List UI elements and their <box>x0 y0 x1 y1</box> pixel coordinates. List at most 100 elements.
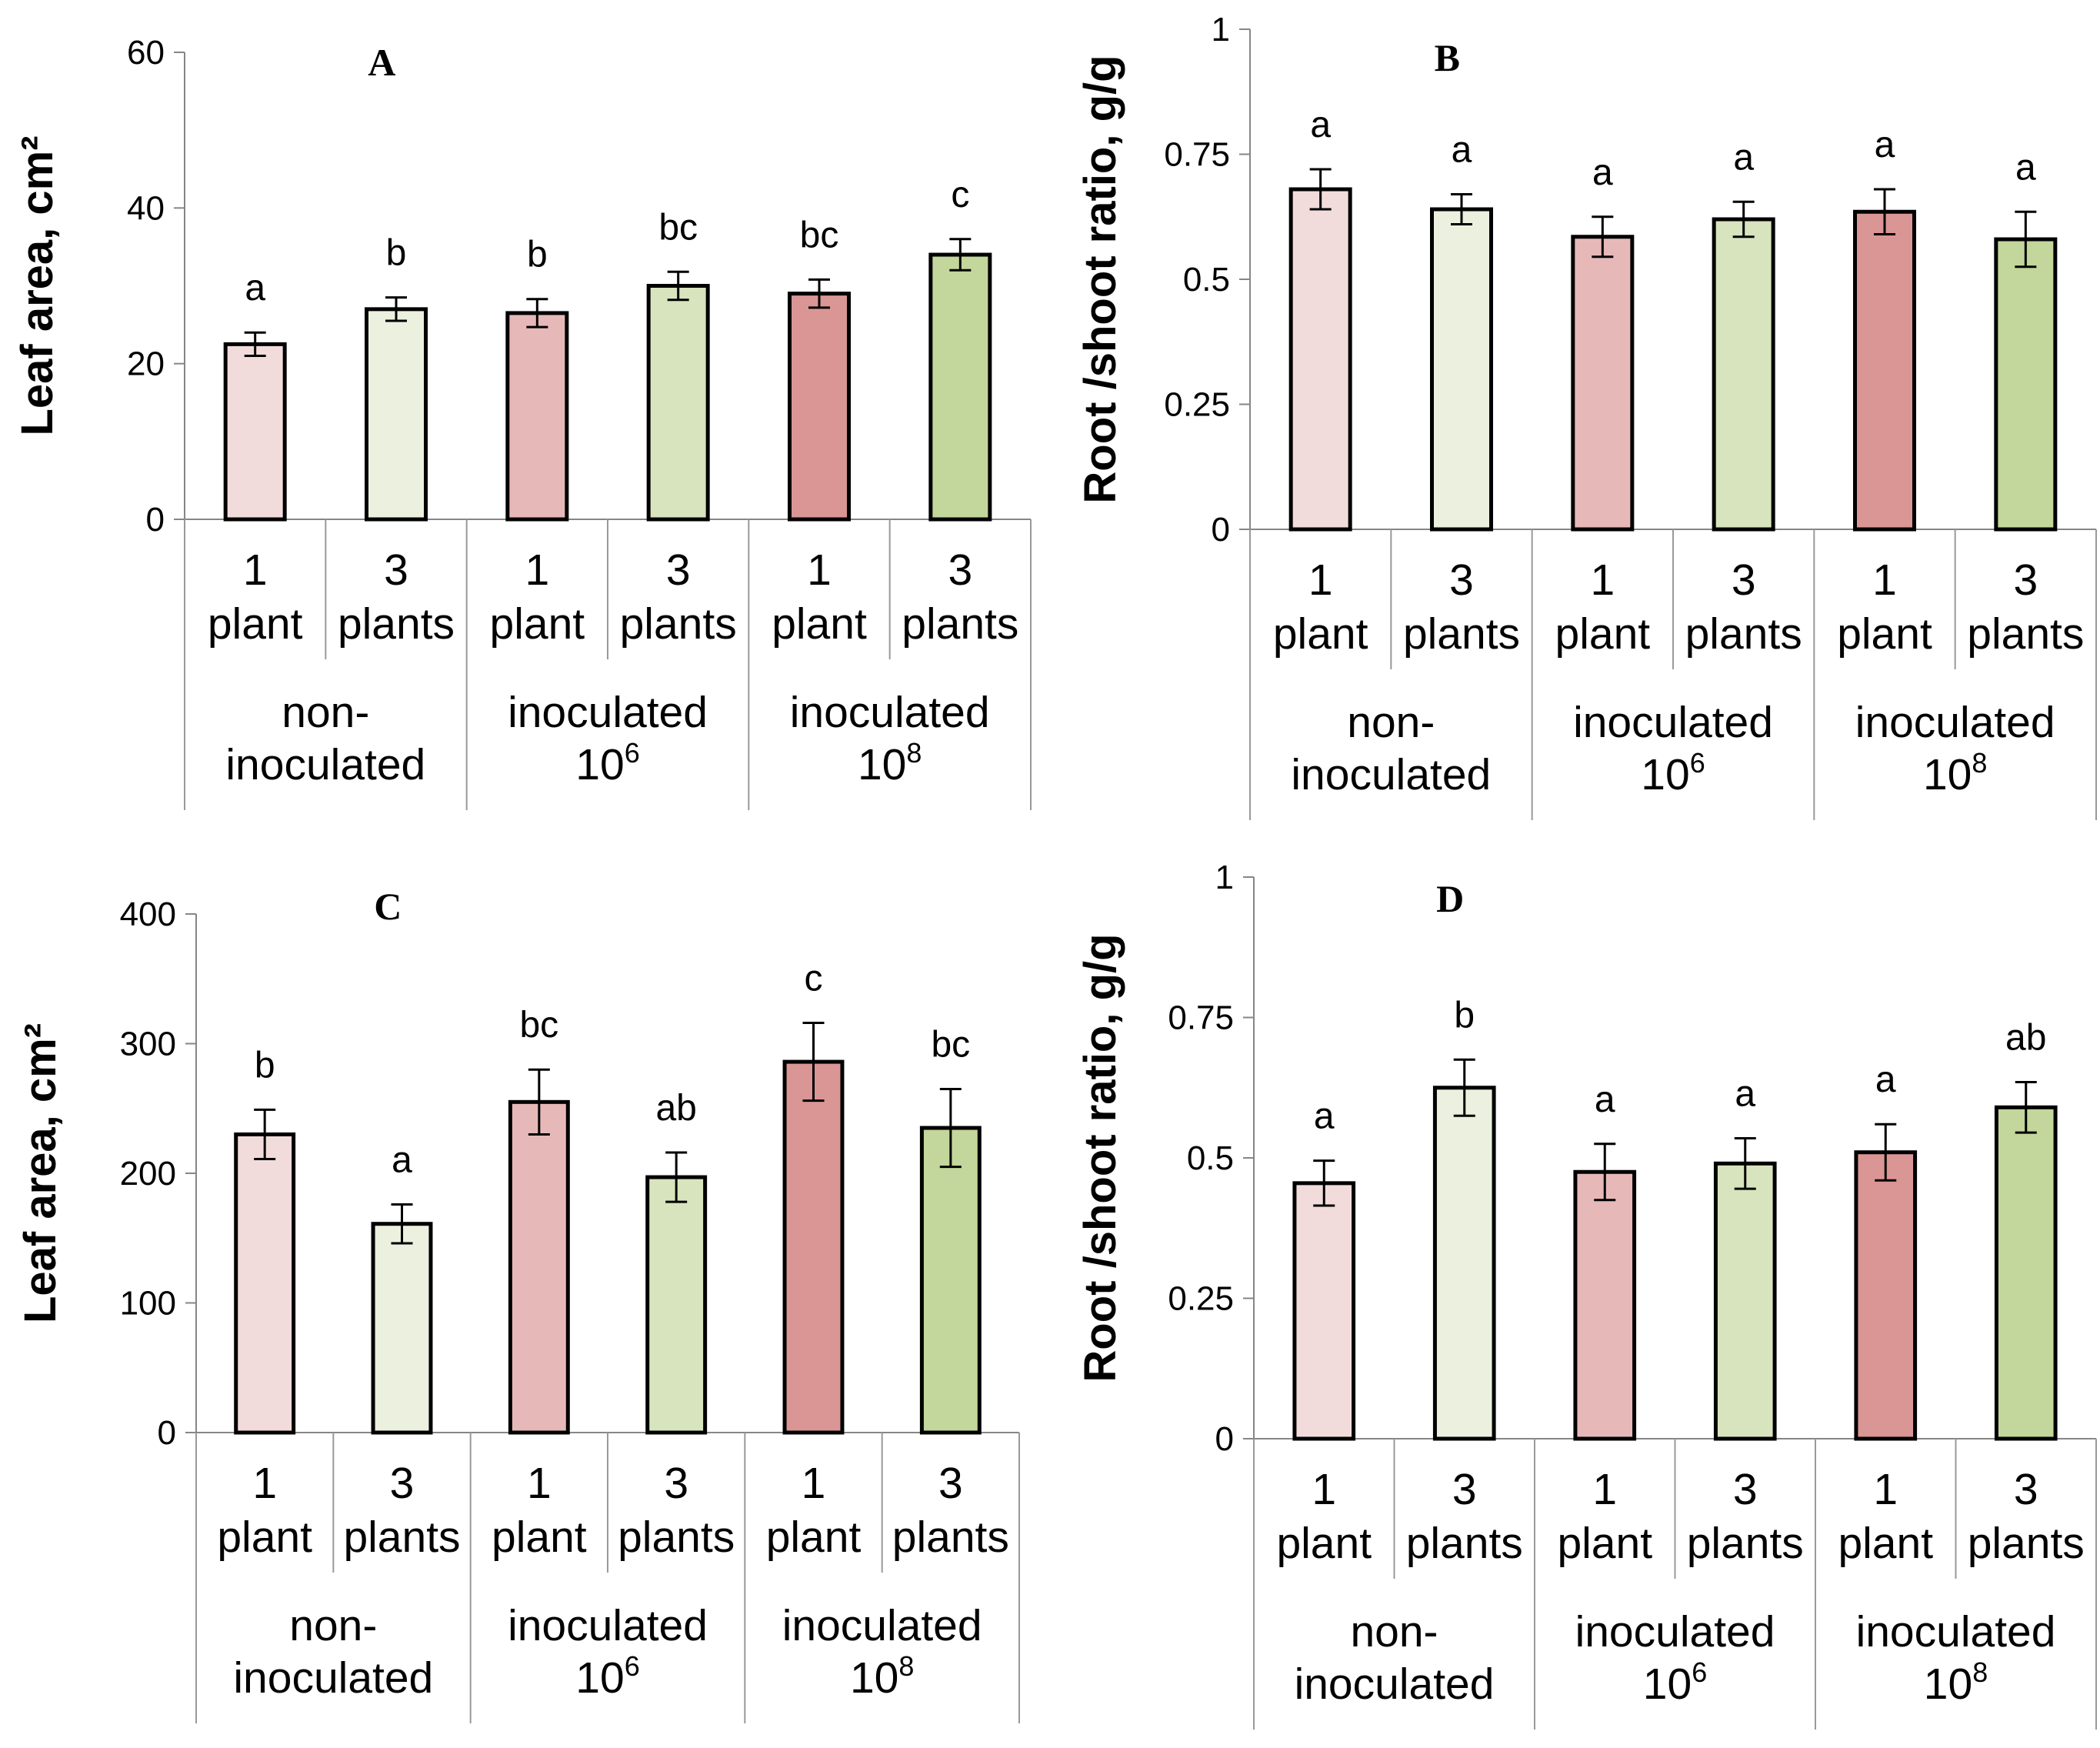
bar <box>646 284 710 522</box>
group-label-line1: inoculated <box>790 688 990 737</box>
y-tick-label: 400 <box>120 896 176 933</box>
significance-letter: b <box>255 1045 275 1086</box>
y-tick-label: 1 <box>1212 11 1230 48</box>
group-label-exponent: 6 <box>1690 747 1705 779</box>
panel-title: B <box>1435 36 1460 79</box>
group-label-line1: non- <box>289 1601 377 1650</box>
category-count-label: 1 <box>252 1459 277 1508</box>
category-unit-label: plant <box>1838 1519 1933 1568</box>
bar <box>1713 1161 1777 1441</box>
y-tick-label: 0 <box>146 501 165 539</box>
category-count-label: 1 <box>1592 1465 1617 1514</box>
category-unit-label: plants <box>1967 609 2084 659</box>
category-count-label: 3 <box>1449 555 1474 605</box>
category-count-label: 3 <box>390 1459 415 1508</box>
y-tick-label: 1 <box>1215 859 1234 896</box>
y-tick-label: 20 <box>127 345 165 383</box>
y-tick-label: 0 <box>1212 511 1230 549</box>
group-label-line2: inoculated <box>1291 750 1491 799</box>
panel-title: D <box>1436 877 1464 920</box>
significance-letter: a <box>1735 1073 1755 1114</box>
category-count-label: 3 <box>948 545 972 595</box>
category-count-label: 1 <box>802 1459 826 1508</box>
y-tick-label: 100 <box>120 1285 176 1323</box>
category-count-label: 3 <box>664 1459 688 1508</box>
group-label-base: inoculated <box>1295 1660 1495 1709</box>
group-label-line1: non- <box>1350 1607 1438 1656</box>
group-label-line2: 108 <box>858 737 922 789</box>
group-label-line2: 106 <box>1643 1656 1707 1709</box>
category-count-label: 1 <box>1872 555 1897 605</box>
significance-letter: a <box>1875 1059 1896 1100</box>
bar <box>782 1059 845 1435</box>
group-label-exponent: 8 <box>898 1650 914 1682</box>
group-label-line2: 108 <box>850 1650 914 1703</box>
bar <box>1571 235 1635 532</box>
bar <box>1288 187 1352 532</box>
y-tick-label: 60 <box>127 34 165 72</box>
group-label-exponent: 6 <box>625 1650 640 1682</box>
y-tick-label: 0 <box>158 1414 176 1452</box>
significance-letter: a <box>1314 1096 1335 1137</box>
group-label-line1: non- <box>282 688 369 737</box>
group-label-line1: inoculated <box>1856 1607 2056 1656</box>
category-unit-label: plant <box>490 599 585 649</box>
category-unit-label: plant <box>1837 609 1932 659</box>
y-tick-label: 0.75 <box>1168 999 1234 1037</box>
group-label-base: 10 <box>1924 1660 1972 1709</box>
category-unit-label: plant <box>766 1513 862 1562</box>
significance-letter: a <box>1733 137 1754 178</box>
bar <box>1573 1169 1637 1441</box>
significance-letter: b <box>527 235 548 275</box>
significance-letter: b <box>1454 995 1475 1036</box>
group-label-exponent: 8 <box>906 737 922 769</box>
bar <box>1853 209 1916 532</box>
category-unit-label: plants <box>892 1513 1009 1562</box>
significance-letter: a <box>1592 152 1613 193</box>
group-label-line2: 108 <box>1924 1656 1988 1709</box>
category-unit-label: plants <box>1406 1519 1523 1568</box>
bar <box>1994 1105 2058 1441</box>
bar <box>1712 217 1775 532</box>
group-label-line1: inoculated <box>508 688 708 737</box>
category-unit-label: plants <box>1968 1519 2085 1568</box>
bar <box>919 1126 982 1435</box>
significance-letter: bc <box>658 207 698 248</box>
significance-letter: a <box>392 1139 412 1180</box>
group-label-base: 10 <box>1641 750 1689 799</box>
significance-letter: ab <box>2005 1017 2046 1058</box>
category-count-label: 1 <box>1873 1465 1898 1514</box>
y-axis-label: Leaf area, cm² <box>15 1023 65 1323</box>
group-label-base: 10 <box>575 1653 624 1703</box>
y-tick-label: 200 <box>120 1155 176 1193</box>
y-tick-label: 0 <box>1215 1420 1234 1458</box>
bar <box>1854 1150 1918 1441</box>
group-label-line1: inoculated <box>508 1601 708 1650</box>
group-label-base: inoculated <box>225 740 425 789</box>
category-count-label: 3 <box>2013 555 2038 605</box>
y-tick-label: 0.25 <box>1168 1280 1234 1318</box>
category-unit-label: plant <box>772 599 867 649</box>
bar <box>371 1222 433 1435</box>
bar <box>1994 237 2058 532</box>
group-label-exponent: 6 <box>1692 1656 1707 1688</box>
significance-letter: c <box>951 175 969 215</box>
category-unit-label: plants <box>1685 609 1802 659</box>
category-unit-label: plants <box>1403 609 1520 659</box>
y-tick-label: 0.5 <box>1183 261 1230 299</box>
significance-letter: b <box>386 233 407 274</box>
group-label-line1: inoculated <box>1573 698 1773 747</box>
y-axis-label: Root /shoot ratio, g/g <box>1075 55 1125 503</box>
bar <box>365 307 428 522</box>
group-label-base: 10 <box>858 740 906 789</box>
group-label-line1: inoculated <box>1575 1607 1775 1656</box>
significance-letter: bc <box>931 1024 970 1065</box>
category-unit-label: plant <box>1276 1519 1372 1568</box>
category-unit-label: plant <box>1557 1519 1652 1568</box>
significance-letter: a <box>1595 1079 1615 1120</box>
group-label-line2: inoculated <box>1295 1660 1495 1709</box>
